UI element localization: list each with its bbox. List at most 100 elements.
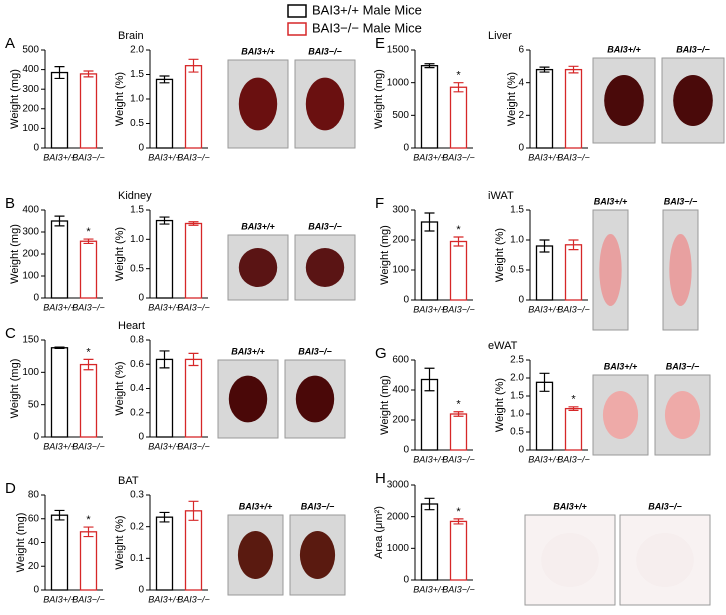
photo-tissue [237,531,274,579]
x-tick-label: BAI3+/+ [413,304,446,314]
panel-title: eWAT [488,340,518,352]
y-axis-label: Weight (mg) [9,224,21,284]
bar [564,68,583,149]
bar [420,503,439,581]
photo-tissue [228,375,268,423]
error-bar [159,350,170,369]
y-tick-label: 40 [28,537,40,548]
photo-tissue [664,391,701,439]
error-bar [424,497,435,511]
significance: * [571,394,576,406]
y-tick-label: 100 [22,123,39,134]
y-tick-label: 0 [518,295,524,306]
x-tick-label: BAI3−/− [177,152,210,162]
photo-tissue [238,77,278,131]
y-tick-label: 0.4 [130,383,144,394]
y-tick-label: 0 [138,432,144,443]
y-tick-label: 500 [22,45,39,56]
x-tick-label: BAI3−/− [442,152,475,162]
y-tick-label: 0 [403,143,409,154]
y-tick-label: 300 [22,227,39,238]
bar [79,531,98,591]
y-tick-label: 0.6 [130,359,144,370]
y-axis-label: Weight (%) [114,515,126,569]
x-tick-label: BAI3−/− [177,302,210,312]
panel-letter: E [375,35,385,52]
bar [184,65,203,149]
y-tick-label: 1.0 [510,409,524,420]
error-bar [453,518,464,525]
bar [535,68,554,149]
y-tick-label: 0 [518,143,524,154]
error-bar [568,65,579,74]
bar [449,240,468,301]
y-tick-label: 1.5 [510,391,524,402]
y-tick-label: 200 [22,103,39,114]
bar [420,221,439,301]
x-tick-label: BAI3+/+ [413,152,446,162]
y-tick-label: 50 [28,399,40,410]
y-tick-label: 6 [518,45,524,56]
significance: * [456,224,461,236]
y-tick-label: 0 [33,143,39,154]
y-tick-label: 0.2 [130,521,144,532]
error-bar [453,236,464,247]
error-bar [424,212,435,232]
photo-label: BAI3−/− [666,361,700,371]
x-tick-label: BAI3+/+ [43,594,76,604]
y-axis-label: Weight (%) [114,72,126,126]
y-tick-label: 2.0 [130,45,144,56]
photo-label: BAI3+/+ [607,44,641,54]
significance: * [86,514,91,526]
y-tick-label: 500 [392,110,409,121]
y-axis-label: Weight (mg) [9,69,21,129]
y-axis-label: Weight (mg) [379,225,391,285]
bar [449,86,468,149]
photo-tissue [673,75,713,126]
bar [155,516,174,591]
panel-title: Brain [118,30,144,42]
photo-tissue [541,533,599,587]
x-tick-label: BAI3−/− [557,454,590,464]
photo-tissue [299,531,336,579]
error-bar [188,221,199,226]
x-tick-label: BAI3−/− [557,152,590,162]
x-tick-label: BAI3−/− [72,594,105,604]
y-tick-label: 100 [22,271,39,282]
legend-label: BAI3−/− Male Mice [312,20,422,35]
y-axis-label: Weight (mg) [379,375,391,435]
x-tick-label: BAI3+/+ [148,302,181,312]
y-tick-label: 2.0 [510,373,524,384]
panel-title: iWAT [488,190,514,202]
y-tick-label: 0 [403,295,409,306]
y-axis-label: Weight (mg) [15,513,27,573]
panel-letter: B [5,195,15,212]
photo-label: BAI3+/+ [231,346,265,356]
error-bar [424,367,435,392]
y-tick-label: 1.5 [130,69,144,80]
bar [50,220,69,299]
x-tick-label: BAI3+/+ [528,304,561,314]
y-tick-label: 1.5 [510,205,524,216]
x-tick-label: BAI3+/+ [148,441,181,451]
photo-tissue [602,391,639,439]
y-tick-label: 0.5 [130,263,144,274]
x-tick-label: BAI3−/− [557,304,590,314]
y-tick-label: 1000 [387,543,410,554]
y-tick-label: 2 [518,110,524,121]
panel-letter: F [375,195,384,212]
photo-tissue [305,248,345,287]
y-tick-label: 1.0 [130,94,144,105]
bar [184,510,203,591]
error-bar [188,58,199,73]
photo-label: BAI3−/− [298,346,332,356]
legend-label: BAI3+/+ Male Mice [312,2,422,17]
y-tick-label: 1.5 [130,205,144,216]
y-tick-label: 200 [392,235,409,246]
panel-letter: G [375,345,387,362]
photo-tissue [305,77,345,131]
y-tick-label: 1000 [387,77,410,88]
x-tick-label: BAI3−/− [177,594,210,604]
x-tick-label: BAI3+/+ [413,454,446,464]
x-tick-label: BAI3−/− [72,302,105,312]
